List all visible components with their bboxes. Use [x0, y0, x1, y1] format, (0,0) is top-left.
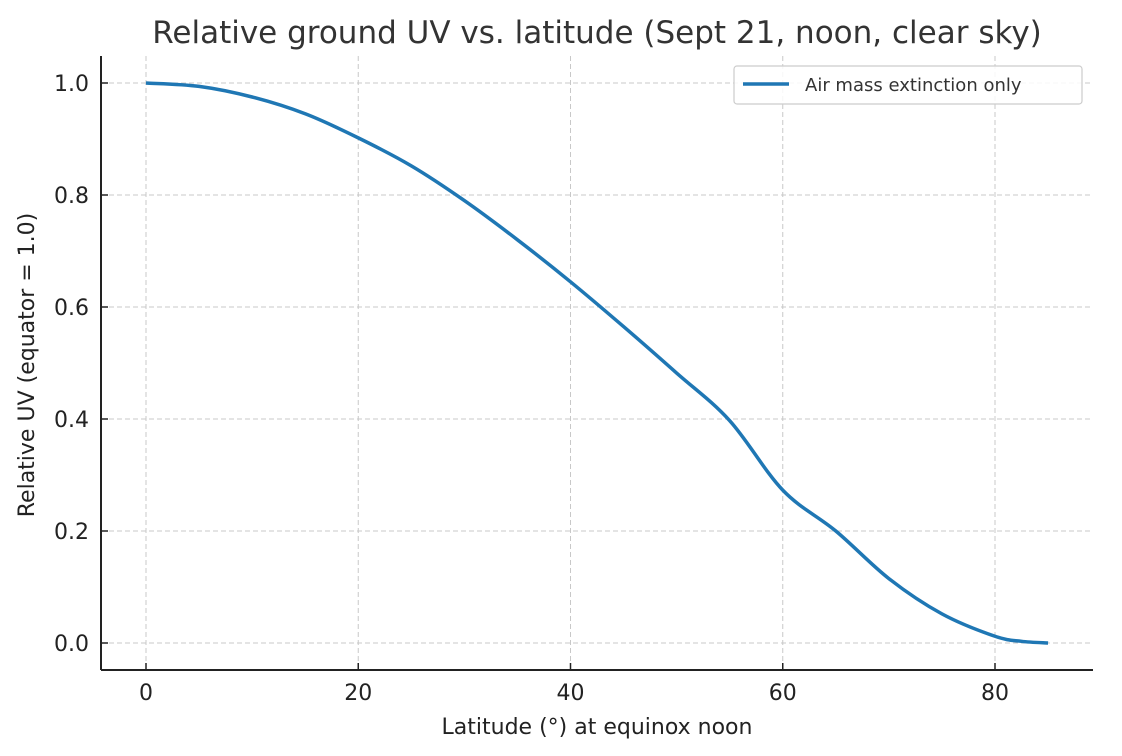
y-tick-label: 0.2 [54, 520, 89, 545]
axes [100, 56, 1093, 671]
x-tick-label: 20 [344, 681, 372, 706]
x-tick-label: 60 [769, 681, 797, 706]
y-axis-label: Relative UV (equator = 1.0) [15, 213, 40, 518]
legend-box [733, 65, 1083, 105]
series-lines [145, 81, 1049, 645]
y-axis-ticks: 0.0 0.2 0.4 0.6 0.8 1.0 [54, 72, 108, 657]
y-tick-label: 0.4 [54, 408, 89, 433]
legend-label: Air mass extinction only [805, 75, 1022, 96]
legend: Air mass extinction only [733, 65, 1083, 105]
y-tick-label: 0.0 [54, 632, 89, 657]
x-tick-label: 0 [139, 681, 153, 706]
chart-title: Relative ground UV vs. latitude (Sept 21… [152, 15, 1042, 51]
series-line-air-mass-extinction [145, 81, 1049, 645]
y-tick-label: 1.0 [54, 72, 89, 97]
y-tick-label: 0.6 [54, 296, 89, 321]
x-tick-label: 80 [981, 681, 1009, 706]
grid-lines [101, 56, 1093, 670]
x-tick-label: 40 [557, 681, 585, 706]
y-tick-label: 0.8 [54, 184, 89, 209]
x-axis-ticks: 0 20 40 60 80 [139, 663, 1009, 706]
x-axis-label: Latitude (°) at equinox noon [442, 715, 753, 740]
